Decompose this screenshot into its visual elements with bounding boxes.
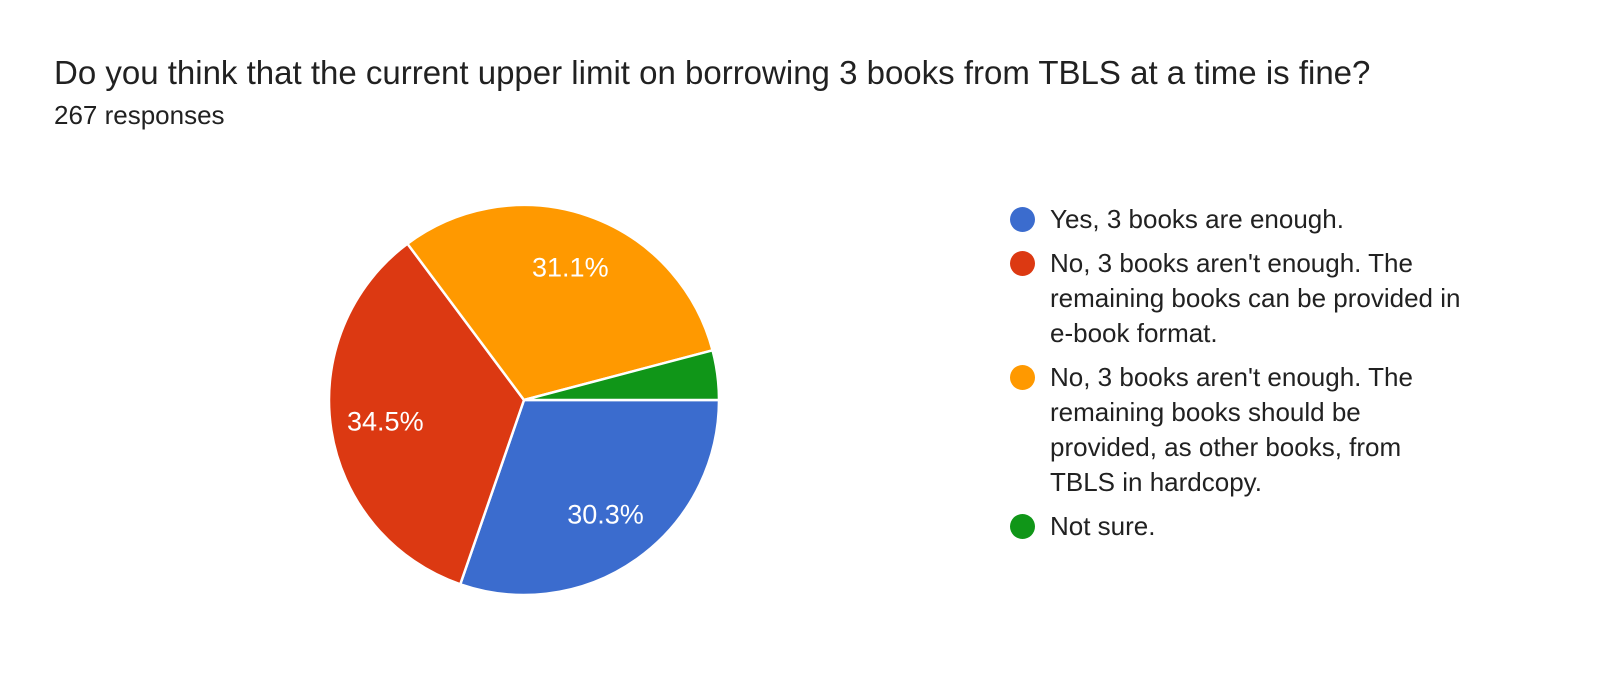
pie-slice-0[interactable] (459, 398, 721, 597)
legend-item: Yes, 3 books are enough. (1010, 202, 1472, 237)
pie-slice-label: 30.3% (567, 499, 644, 529)
pie-chart: 30.3% 34.5% 31.1% (327, 203, 721, 597)
legend-color-dot (1010, 251, 1035, 276)
chart-legend: Yes, 3 books are enough. No, 3 books aren… (1010, 202, 1472, 553)
responses-count: 267 responses (54, 100, 225, 130)
legend-item-label: Not sure. (1050, 511, 1156, 541)
legend-item-label: No, 3 books aren't enough. The remaining… (1050, 362, 1413, 497)
legend-item-label: No, 3 books aren't enough. The remaining… (1050, 248, 1461, 348)
question-title: Do you think that the current upper limi… (54, 54, 1371, 91)
legend-color-dot (1010, 365, 1035, 390)
pie-slice-label: 34.5% (347, 407, 424, 437)
legend-item: No, 3 books aren't enough. The remaining… (1010, 246, 1472, 351)
pie-slice-3[interactable] (522, 349, 721, 402)
pie-slice-2[interactable] (406, 203, 714, 402)
legend-color-dot (1010, 514, 1035, 539)
legend-item: Not sure. (1010, 509, 1472, 544)
legend-item: No, 3 books aren't enough. The remaining… (1010, 360, 1472, 500)
pie-slice-label: 31.1% (532, 253, 609, 283)
legend-item-label: Yes, 3 books are enough. (1050, 204, 1344, 234)
pie-slice-1[interactable] (327, 242, 526, 586)
legend-color-dot (1010, 207, 1035, 232)
